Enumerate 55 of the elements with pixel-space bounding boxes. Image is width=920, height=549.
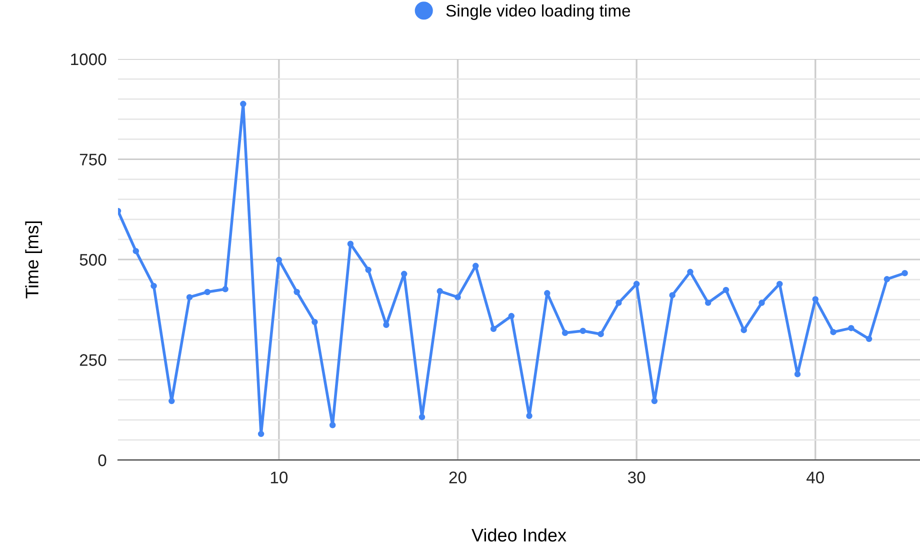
- y-tick-label: 750: [80, 154, 106, 166]
- point: [400, 270, 408, 278]
- point: [830, 328, 836, 336]
- point: [866, 336, 872, 342]
- point: [240, 100, 246, 108]
- point: [526, 412, 532, 420]
- point: [669, 292, 676, 298]
- legend-label: Single video loading time: [446, 4, 630, 20]
- point: [580, 328, 586, 334]
- point: [598, 330, 604, 338]
- point: [848, 324, 854, 332]
- y-tick-label: 1000: [71, 53, 106, 66]
- point: [436, 288, 443, 294]
- x-tick-label: 10: [270, 472, 288, 484]
- point: [186, 294, 193, 300]
- point: [132, 248, 140, 254]
- point: [812, 296, 819, 302]
- point: [294, 288, 300, 296]
- point: [562, 330, 568, 336]
- point: [454, 294, 461, 300]
- x-tick-label: 20: [449, 472, 466, 484]
- point: [544, 290, 550, 296]
- point: [616, 300, 622, 306]
- point: [258, 430, 264, 438]
- point: [329, 422, 336, 428]
- point: [204, 288, 211, 296]
- point: [168, 398, 175, 404]
- point: [902, 270, 908, 276]
- point: [508, 312, 515, 320]
- point: [418, 414, 426, 420]
- x-axis-title: Video Index: [472, 528, 566, 542]
- point: [472, 262, 479, 270]
- y-axis-title: Time [ms]: [25, 222, 42, 298]
- point: [633, 280, 640, 288]
- y-tick-label: 500: [80, 254, 106, 266]
- point: [704, 300, 712, 306]
- point: [490, 326, 497, 332]
- point: [758, 300, 765, 306]
- point: [884, 276, 890, 282]
- point: [794, 371, 801, 378]
- point: [365, 266, 372, 274]
- point: [312, 318, 318, 326]
- point: [722, 286, 730, 294]
- y-tick-label: 0: [98, 454, 106, 466]
- y-tick-label: 250: [80, 354, 106, 366]
- point: [347, 240, 354, 247]
- point: [276, 256, 282, 264]
- point: [222, 286, 228, 292]
- point: [150, 282, 157, 290]
- point: [687, 268, 694, 276]
- point: [776, 280, 783, 288]
- x-tick-label: 30: [628, 472, 646, 484]
- point: [740, 326, 747, 334]
- point: [651, 398, 658, 404]
- x-tick-label: 40: [806, 472, 824, 484]
